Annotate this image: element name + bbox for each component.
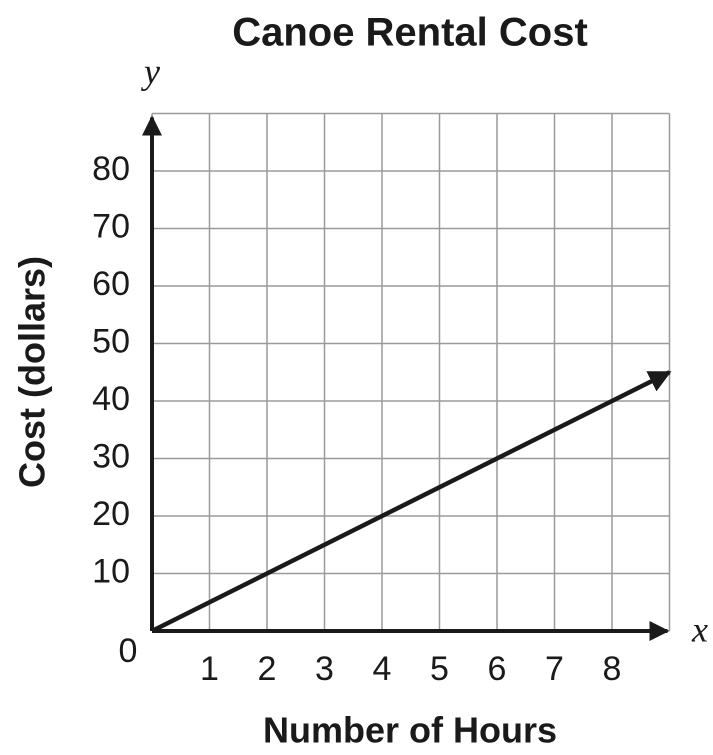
x-tick-label: 6 (488, 650, 507, 688)
y-tick-label: 20 (92, 495, 130, 533)
x-tick-label: 8 (603, 650, 622, 688)
chart-title: Canoe Rental Cost (232, 11, 588, 55)
y-axis-name: y (141, 51, 160, 91)
x-tick-label: 4 (373, 650, 392, 688)
x-axis-label: Number of Hours (263, 710, 557, 751)
y-tick-label: 40 (92, 380, 130, 418)
y-tick-label: 30 (92, 437, 130, 475)
y-axis-label: Cost (dollars) (12, 256, 53, 488)
x-tick-label: 1 (200, 650, 219, 688)
x-tick-label: 7 (545, 650, 564, 688)
y-tick-label: 60 (92, 265, 130, 303)
x-tick-label: 3 (315, 650, 334, 688)
x-axis-name: x (691, 609, 708, 649)
y-tick-label: 80 (92, 150, 130, 188)
y-tick-label: 10 (92, 552, 130, 590)
x-tick-label: 2 (258, 650, 277, 688)
y-tick-label: 70 (92, 207, 130, 245)
data-line (150, 370, 672, 634)
x-tick-label: 5 (430, 650, 449, 688)
x-tick-label: 0 (119, 632, 138, 670)
y-tick-label: 50 (92, 322, 130, 360)
